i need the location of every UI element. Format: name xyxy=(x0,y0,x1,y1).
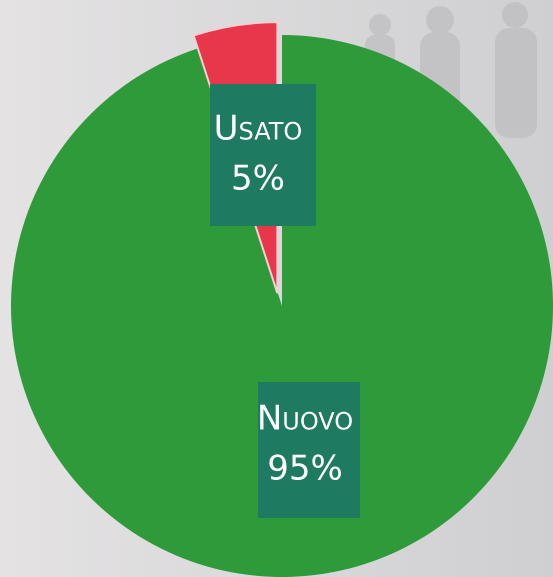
value-label: 5% xyxy=(231,159,285,199)
label-box xyxy=(258,382,360,518)
category-label: Nuovo xyxy=(257,399,353,439)
category-label: Usato xyxy=(214,109,303,149)
labels xyxy=(210,84,360,518)
pie-slice xyxy=(11,35,553,577)
label-box xyxy=(210,84,316,226)
value-label: 95% xyxy=(267,449,343,489)
